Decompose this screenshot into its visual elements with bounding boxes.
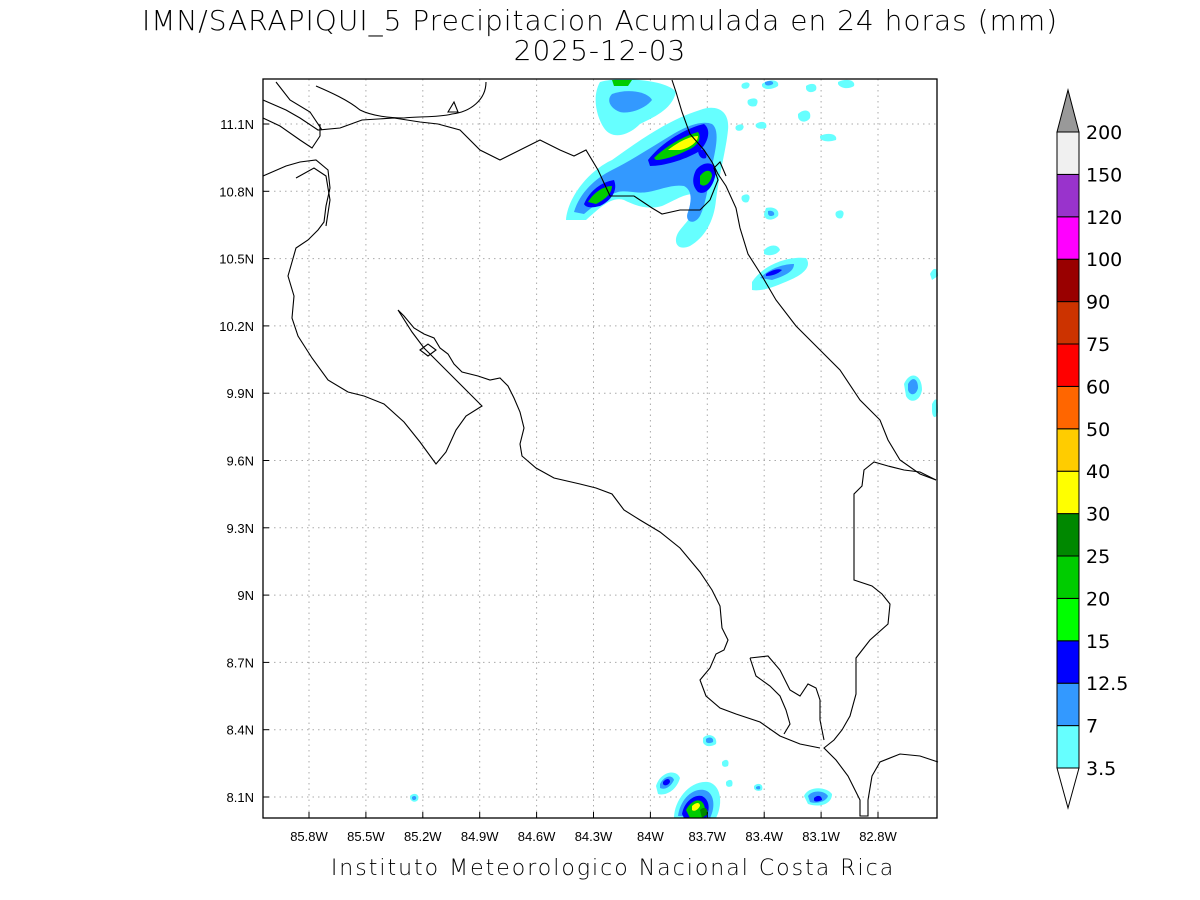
nicoya-coast <box>262 159 821 749</box>
colorbar-label: 120 <box>1086 207 1122 229</box>
map-title: IMN/SARAPIQUI_5 Precipitacion Acumulada … <box>141 4 1059 37</box>
lon-tick-label: 83.1W <box>802 829 840 844</box>
colorbar-max-arrow <box>1056 88 1080 133</box>
rain-cluster-south <box>410 735 832 818</box>
lat-tick-label: 9N <box>237 588 254 603</box>
colorbar-legend: 3.5 7 12.5 15 20 25 30 40 50 60 75 90 100 120 150 200 <box>1056 88 1128 810</box>
coastline-borders <box>262 79 939 817</box>
lat-tick-label: 8.4N <box>227 723 254 738</box>
map-date: 2025-12-03 <box>513 34 687 67</box>
colorbar-band <box>1056 513 1080 557</box>
colorbar-band <box>1056 470 1080 515</box>
lat-tick-label: 8.7N <box>227 655 254 670</box>
lat-tick-label: 8.1N <box>227 790 254 805</box>
colorbar-min-arrow <box>1056 767 1080 810</box>
lon-tick-label: 85.8W <box>290 829 328 844</box>
colorbar-label: 30 <box>1086 504 1110 526</box>
lon-tick-label: 82.8W <box>859 829 897 844</box>
lon-tick-label: 84W <box>637 829 664 844</box>
rain-cluster-north <box>566 79 855 291</box>
colorbar-band <box>1056 555 1080 599</box>
colorbar-label: 60 <box>1086 376 1110 398</box>
lat-tick-label: 9.9N <box>227 386 254 401</box>
colorbar-label: 40 <box>1086 461 1110 483</box>
colorbar-label: 3.5 <box>1086 758 1116 780</box>
lat-tick-label: 10.2N <box>219 319 254 334</box>
colorbar-band <box>1056 428 1080 472</box>
coast-nw-2 <box>295 167 331 227</box>
colorbar-band <box>1056 597 1080 642</box>
rain-cluster-east <box>904 268 938 418</box>
colorbar-label: 75 <box>1086 334 1110 356</box>
nicoya-gulf-island <box>419 343 437 357</box>
colorbar-band <box>1056 131 1080 175</box>
lon-tick-label: 85.2W <box>404 829 442 844</box>
colorbar-label: 150 <box>1086 164 1122 186</box>
colorbar-band <box>1056 725 1080 769</box>
lat-tick-label: 10.5N <box>219 252 254 267</box>
precipitation-field <box>410 79 938 818</box>
lon-tick-label: 83.7W <box>689 829 727 844</box>
lon-tick-label: 84.3W <box>575 829 613 844</box>
nicaragua-border <box>262 99 727 215</box>
san-juan-river <box>315 81 487 119</box>
coast-nw <box>262 117 321 149</box>
colorbar-label: 7 <box>1086 716 1098 738</box>
colorbar-band <box>1056 301 1080 345</box>
colorbar-label: 12.5 <box>1086 673 1128 695</box>
panama-border <box>823 461 939 817</box>
east-coast-north <box>671 79 937 481</box>
colorbar-label: 15 <box>1086 631 1110 653</box>
colorbar-label: 20 <box>1086 588 1110 610</box>
map-gridlines <box>263 79 937 818</box>
longitude-axis: 85.8W 85.5W 85.2W 84.9W 84.6W 84.3W 84W 83.7W 83… <box>290 812 898 844</box>
caribbean-island <box>447 100 459 113</box>
nicaragua-north-coast <box>275 81 323 131</box>
latitude-axis: 11.1N 10.8N 10.5N 10.2N 9.9N 9.6N 9.3N 9N 8.7N 8.… <box>219 117 269 805</box>
colorbar-label: 90 <box>1086 292 1110 314</box>
colorbar-band <box>1056 216 1080 260</box>
lon-tick-label: 85.5W <box>347 829 385 844</box>
credit-text: Instituto Meteorologico Nacional Costa R… <box>330 856 896 881</box>
colorbar-label: 25 <box>1086 546 1110 568</box>
lon-tick-label: 83.4W <box>745 829 783 844</box>
colorbar-band <box>1056 258 1080 303</box>
colorbar-label: 100 <box>1086 249 1122 271</box>
lat-tick-label: 11.1N <box>220 117 254 132</box>
lat-tick-label: 9.3N <box>227 521 254 536</box>
colorbar-band <box>1056 385 1080 430</box>
colorbar-band <box>1056 640 1080 684</box>
lat-tick-label: 9.6N <box>227 454 254 469</box>
colorbar-band <box>1056 343 1080 387</box>
colorbar-band <box>1056 682 1080 727</box>
colorbar-band <box>1056 173 1080 218</box>
lat-tick-label: 10.8N <box>219 184 254 199</box>
lon-tick-label: 84.6W <box>518 829 556 844</box>
osa-peninsula <box>749 655 825 741</box>
colorbar-label: 50 <box>1086 419 1110 441</box>
lon-tick-label: 84.9W <box>461 829 499 844</box>
colorbar-label: 200 <box>1086 122 1122 144</box>
plot-frame <box>262 78 938 819</box>
